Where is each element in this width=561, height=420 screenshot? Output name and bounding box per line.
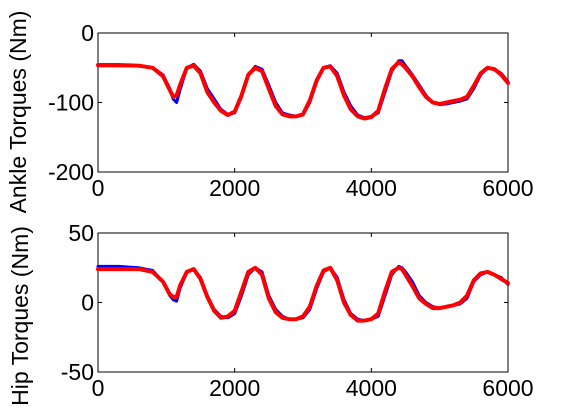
hip-y-tick-label: 50 — [68, 220, 94, 246]
hip-y-tick-label: 0 — [81, 290, 94, 316]
hip-x-tick-label: 0 — [92, 375, 105, 401]
ankle-y-tick-label: 0 — [81, 20, 94, 46]
ankle-x-tick-label: 0 — [92, 175, 105, 201]
ankle-x-tick-label: 2000 — [209, 175, 260, 201]
hip-y-axis-label: Hip Torques (Nm) — [7, 226, 33, 406]
ankle-subplot: 0 2000 4000 6000 0 -100 -200 Ankle Torques (Nm) — [5, 11, 534, 214]
hip-x-tick-label: 4000 — [346, 375, 397, 401]
hip-x-tick-label: 6000 — [482, 375, 533, 401]
hip-plot-frame — [97, 232, 509, 373]
ankle-x-tick-label: 6000 — [482, 175, 533, 201]
hip-y-tick-label: -50 — [61, 359, 94, 385]
ankle-y-tick-label: -200 — [48, 159, 94, 185]
ankle-y-axis-label: Ankle Torques (Nm) — [5, 11, 31, 214]
hip-series-red-line — [96, 265, 510, 323]
ankle-y-tick-label: -100 — [48, 90, 94, 116]
ankle-series-red-line — [96, 60, 510, 121]
hip-x-tick-label: 2000 — [209, 375, 260, 401]
ankle-x-tick-label: 4000 — [346, 175, 397, 201]
